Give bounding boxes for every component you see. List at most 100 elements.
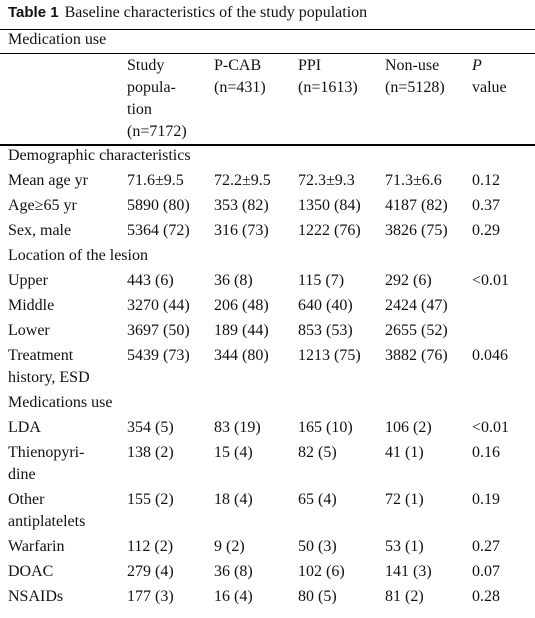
cell-line: Warfarin [8, 537, 65, 555]
data-cell: 5890 (80) [127, 196, 190, 214]
data-row: LDA 354 (5) 83 (19) 165 (10) 106 (2) <0.01 [0, 415, 535, 440]
data-cell: 165 (10) [298, 418, 353, 436]
data-cell: 83 (19) [214, 418, 261, 436]
header-row: Study popula-tion (n=7172) P-CAB (n=431) PPI (… [0, 55, 535, 143]
section-row: Location of the lesion [0, 243, 535, 268]
cell-line: Treatment [8, 346, 74, 364]
data-cell: 41 (1) [385, 443, 424, 461]
data-cell: 81 (2) [385, 587, 424, 605]
data-cell: 1222 (76) [298, 221, 361, 239]
data-cell: 72 (1) [385, 490, 424, 508]
section-title: Location of the lesion [8, 246, 148, 264]
data-cell: 0.16 [472, 443, 500, 461]
data-cell: 82 (5) [298, 443, 337, 461]
data-row: Mean age yr 71.6±9.5 72.2±9.5 72.3±9.3 71.3±… [0, 168, 535, 193]
data-cell: 354 (5) [127, 418, 174, 436]
data-cell: 0.19 [472, 490, 500, 508]
data-cell: <0.01 [472, 418, 510, 436]
data-cell: 2655 (52) [385, 321, 448, 339]
data-cell: 189 (44) [214, 321, 269, 339]
header-cell: PPI (n=1613) [298, 55, 385, 143]
data-cell: 80 (5) [298, 587, 337, 605]
data-cell: 177 (3) [127, 587, 174, 605]
data-cell: 0.046 [472, 346, 508, 364]
table-label: Table 1 [8, 4, 59, 21]
table: Study popula-tion (n=7172) P-CAB (n=431) PPI (… [0, 55, 535, 609]
data-cell: 353 (82) [214, 196, 269, 214]
cell-line: popula- [127, 79, 176, 96]
row-label: Middle [0, 293, 127, 318]
data-cell: 71.6±9.5 [127, 171, 184, 189]
cell-line: history, ESD [8, 368, 90, 386]
header-rule [0, 144, 535, 146]
cell-line: P [472, 57, 482, 74]
row-label: DOAC [0, 559, 127, 584]
data-cell: 138 (2) [127, 443, 174, 461]
cell-line: Other [8, 490, 45, 508]
data-cell: 36 (8) [214, 271, 253, 289]
data-cell: 71.3±6.6 [385, 171, 442, 189]
data-row: Thienopyri-dine 138 (2) 15 (4) 82 (5) 41 (1)… [0, 440, 535, 487]
data-cell: 102 (6) [298, 562, 345, 580]
group-rule [0, 53, 535, 54]
data-cell: 50 (3) [298, 537, 337, 555]
data-cell [472, 318, 535, 343]
data-row: Warfarin 112 (2) 9 (2) 50 (3) 53 (1) 0.27 [0, 534, 535, 559]
cell-line: antiplatelets [8, 512, 86, 530]
group-header: Medication use [8, 31, 107, 48]
cell-line: Thienopyri- [8, 443, 85, 461]
data-row: Sex, male 5364 (72) 316 (73) 1222 (76) 3826 … [0, 218, 535, 243]
data-row: Lower 3697 (50) 189 (44) 853 (53) 2655 (52) [0, 318, 535, 343]
data-row: NSAIDs 177 (3) 16 (4) 80 (5) 81 (2) 0.28 [0, 584, 535, 609]
row-label: Upper [0, 268, 127, 293]
row-label: Lower [0, 318, 127, 343]
table-caption: Baseline characteristics of the study po… [64, 4, 368, 21]
data-row: Treatment history, ESD 5439 (73) 344 (80) 12… [0, 343, 535, 390]
data-cell: 9 (2) [214, 537, 245, 555]
data-cell [472, 293, 535, 318]
row-label: Age≥65 yr [0, 193, 127, 218]
data-cell: 3826 (75) [385, 221, 448, 239]
data-cell: 443 (6) [127, 271, 174, 289]
data-cell: 316 (73) [214, 221, 269, 239]
cell-line: DOAC [8, 562, 54, 580]
cell-line: value [472, 79, 507, 96]
data-cell: 1213 (75) [298, 346, 361, 364]
data-cell: 3882 (76) [385, 346, 448, 364]
data-cell: 2424 (47) [385, 296, 448, 314]
cell-line: Sex, male [8, 221, 72, 239]
section-title: Medications use [8, 393, 113, 411]
row-label: Thienopyri-dine [0, 440, 127, 487]
data-cell: 4187 (82) [385, 196, 448, 214]
data-cell: 640 (40) [298, 296, 353, 314]
data-cell: <0.01 [472, 271, 510, 289]
data-cell: 5439 (73) [127, 346, 190, 364]
cell-line: Upper [8, 271, 48, 289]
top-rule [0, 29, 535, 30]
data-cell: 206 (48) [214, 296, 269, 314]
data-row: Middle 3270 (44) 206 (48) 640 (40) 2424 (47) [0, 293, 535, 318]
cell-line: Non-use [385, 57, 440, 74]
data-cell: 3270 (44) [127, 296, 190, 314]
cell-line: Age≥65 yr [8, 196, 77, 214]
data-cell: 112 (2) [127, 537, 174, 555]
data-cell: 853 (53) [298, 321, 353, 339]
section-title: Demographic characteristics [8, 146, 191, 164]
header-cell: P-CAB (n=431) [214, 55, 298, 143]
data-cell: 15 (4) [214, 443, 253, 461]
cell-line: Lower [8, 321, 50, 339]
data-cell: 141 (3) [385, 562, 432, 580]
row-label: NSAIDs [0, 584, 127, 609]
data-cell: 0.29 [472, 221, 500, 239]
header-cell: Study popula-tion (n=7172) [127, 55, 214, 143]
data-cell: 279 (4) [127, 562, 174, 580]
row-label: Sex, male [0, 218, 127, 243]
row-label: Warfarin [0, 534, 127, 559]
data-row: DOAC 279 (4) 36 (8) 102 (6) 141 (3) 0.07 [0, 559, 535, 584]
data-cell: 0.37 [472, 196, 500, 214]
cell-line: (n=1613) [298, 79, 358, 96]
header-cell: Non-use (n=5128) [385, 55, 472, 143]
data-cell: 0.28 [472, 587, 500, 605]
data-cell: 65 (4) [298, 490, 337, 508]
